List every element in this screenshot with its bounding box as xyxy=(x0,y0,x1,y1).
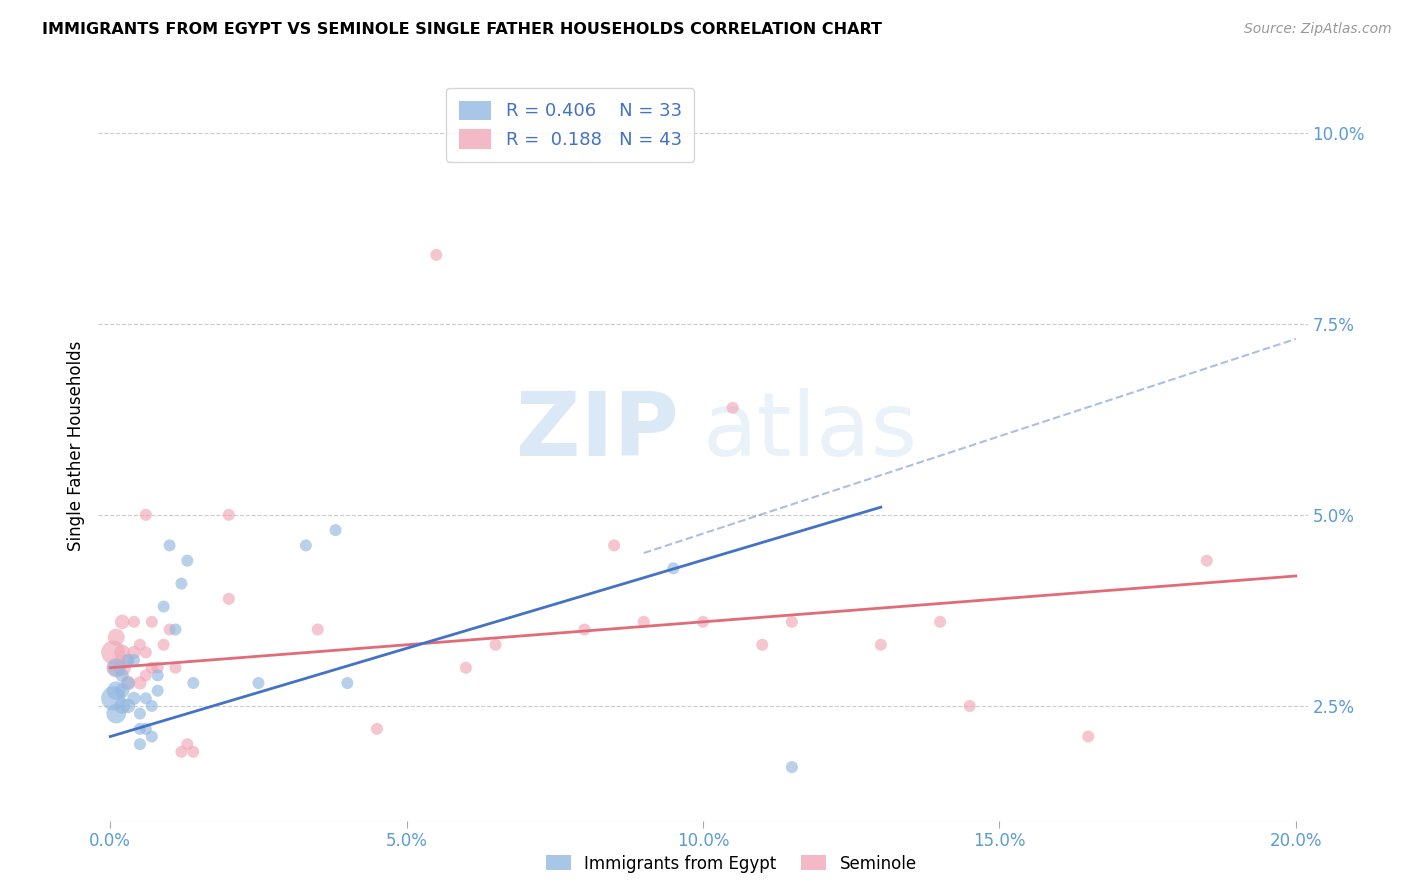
Point xyxy=(454,661,477,675)
Point xyxy=(122,615,145,629)
Point xyxy=(122,653,145,667)
Point xyxy=(105,706,128,721)
Point xyxy=(111,698,134,713)
Point xyxy=(484,638,506,652)
Point xyxy=(692,615,714,629)
Point xyxy=(218,508,240,522)
Point xyxy=(307,623,329,637)
Point xyxy=(425,248,447,262)
Point xyxy=(218,591,240,606)
Point xyxy=(146,668,169,682)
Point xyxy=(159,623,181,637)
Point xyxy=(295,538,318,552)
Point xyxy=(105,630,128,644)
Point xyxy=(135,691,157,706)
Point xyxy=(165,623,187,637)
Point xyxy=(117,676,139,690)
Point xyxy=(325,523,347,537)
Point xyxy=(336,676,359,690)
Point xyxy=(574,623,596,637)
Point xyxy=(135,722,157,736)
Point xyxy=(135,508,157,522)
Point xyxy=(129,676,152,690)
Point xyxy=(141,615,163,629)
Point xyxy=(181,745,204,759)
Point xyxy=(1195,554,1218,568)
Point xyxy=(129,706,152,721)
Point xyxy=(111,615,134,629)
Point xyxy=(122,645,145,659)
Point xyxy=(603,538,626,552)
Point xyxy=(111,668,134,682)
Point xyxy=(129,722,152,736)
Point xyxy=(146,661,169,675)
Point xyxy=(1077,730,1099,744)
Point xyxy=(959,698,981,713)
Point xyxy=(117,653,139,667)
Point xyxy=(176,554,198,568)
Point xyxy=(176,737,198,751)
Legend: R = 0.406    N = 33, R =  0.188   N = 43: R = 0.406 N = 33, R = 0.188 N = 43 xyxy=(446,88,695,162)
Point xyxy=(751,638,773,652)
Point xyxy=(111,683,134,698)
Point xyxy=(662,561,685,575)
Point xyxy=(721,401,744,415)
Point xyxy=(117,698,139,713)
Text: ZIP: ZIP xyxy=(516,387,679,475)
Point xyxy=(780,760,803,774)
Point xyxy=(152,638,174,652)
Point xyxy=(170,745,193,759)
Point xyxy=(105,661,128,675)
Point xyxy=(117,676,139,690)
Point xyxy=(129,638,152,652)
Point xyxy=(111,645,134,659)
Point xyxy=(103,691,125,706)
Point xyxy=(141,661,163,675)
Y-axis label: Single Father Households: Single Father Households xyxy=(66,341,84,551)
Point xyxy=(366,722,388,736)
Point xyxy=(111,661,134,675)
Point xyxy=(929,615,952,629)
Point xyxy=(170,576,193,591)
Point xyxy=(105,683,128,698)
Legend: Immigrants from Egypt, Seminole: Immigrants from Egypt, Seminole xyxy=(538,848,924,880)
Point xyxy=(103,645,125,659)
Text: Source: ZipAtlas.com: Source: ZipAtlas.com xyxy=(1244,22,1392,37)
Point xyxy=(135,645,157,659)
Point xyxy=(135,668,157,682)
Point xyxy=(633,615,655,629)
Point xyxy=(146,683,169,698)
Point xyxy=(869,638,891,652)
Point xyxy=(141,730,163,744)
Point xyxy=(141,698,163,713)
Text: IMMIGRANTS FROM EGYPT VS SEMINOLE SINGLE FATHER HOUSEHOLDS CORRELATION CHART: IMMIGRANTS FROM EGYPT VS SEMINOLE SINGLE… xyxy=(42,22,882,37)
Point xyxy=(152,599,174,614)
Point xyxy=(105,661,128,675)
Point xyxy=(159,538,181,552)
Text: atlas: atlas xyxy=(703,387,918,475)
Point xyxy=(247,676,270,690)
Point xyxy=(129,737,152,751)
Point xyxy=(181,676,204,690)
Point xyxy=(165,661,187,675)
Point xyxy=(780,615,803,629)
Point xyxy=(122,691,145,706)
Point xyxy=(117,653,139,667)
